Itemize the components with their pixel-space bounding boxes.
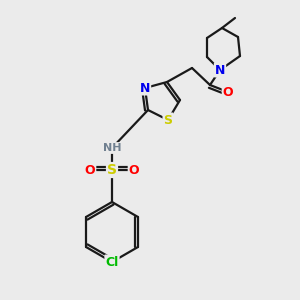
Text: O: O bbox=[129, 164, 139, 176]
Text: N: N bbox=[140, 82, 150, 94]
Text: N: N bbox=[215, 64, 225, 76]
Text: S: S bbox=[107, 163, 117, 177]
Text: Cl: Cl bbox=[105, 256, 119, 268]
Text: O: O bbox=[223, 85, 233, 98]
Text: NH: NH bbox=[103, 143, 121, 153]
Text: S: S bbox=[164, 113, 172, 127]
Text: O: O bbox=[85, 164, 95, 176]
